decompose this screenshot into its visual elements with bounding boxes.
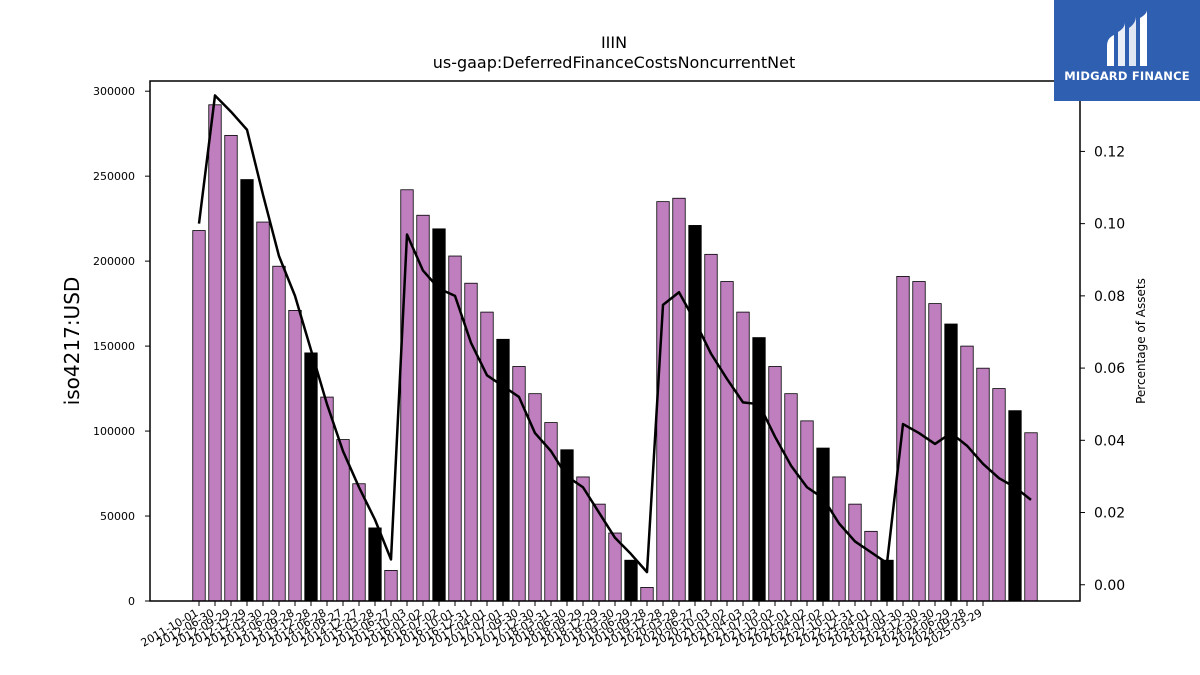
bar	[848, 503, 862, 602]
bar	[368, 527, 382, 602]
bar	[1008, 410, 1022, 602]
y2-tick-label: 0.12	[1094, 144, 1125, 160]
bar	[864, 530, 878, 602]
bar	[1024, 432, 1038, 602]
bar	[496, 338, 510, 602]
chart-title: IIIN	[601, 33, 627, 52]
bar	[208, 104, 222, 602]
x-axis: 2011-10-012012-06-302012-09-292012-12-29…	[139, 601, 985, 650]
bar	[352, 483, 366, 602]
bar	[880, 559, 894, 602]
y-tick-label: 300000	[93, 85, 135, 98]
y2-tick-label: 0.08	[1094, 289, 1125, 305]
bar	[736, 311, 750, 602]
y2-tick-label: 0.04	[1094, 433, 1125, 449]
bar	[416, 214, 430, 602]
bar	[912, 281, 926, 602]
bar	[304, 352, 318, 602]
midgard-logo-icon	[1107, 10, 1147, 66]
brand-name: MIDGARD FINANCE	[1064, 69, 1190, 83]
bar	[768, 366, 782, 602]
bar	[672, 197, 686, 602]
bar	[240, 179, 254, 602]
y-axis: 0 50000 100000 150000 200000 250000 300000	[93, 85, 150, 608]
bar	[928, 303, 942, 602]
y-tick-label: 250000	[93, 170, 135, 183]
y2-axis-label: Percentage of Assets	[1134, 278, 1148, 404]
y-tick-label: 200000	[93, 255, 135, 268]
bar	[704, 253, 718, 602]
y2-tick-label: 0.10	[1094, 217, 1125, 233]
bar	[752, 337, 766, 602]
bar	[784, 393, 798, 602]
bar	[976, 367, 990, 602]
y-tick-label: 150000	[93, 340, 135, 353]
bar	[960, 345, 974, 602]
bar	[688, 225, 702, 602]
percentage-line	[197, 94, 1032, 574]
bar	[944, 323, 958, 602]
y2-axis: 0.00 0.02 0.04 0.06 0.08 0.10 0.12	[1080, 144, 1125, 594]
bar	[992, 388, 1006, 602]
y2-tick-label: 0.00	[1094, 578, 1125, 594]
y-tick-label: 100000	[93, 425, 135, 438]
bar	[480, 311, 494, 602]
bar	[800, 420, 814, 602]
y2-tick-label: 0.06	[1094, 361, 1125, 377]
bar	[384, 570, 398, 602]
bar	[560, 449, 574, 602]
bar	[640, 587, 654, 602]
bar	[624, 559, 638, 602]
bar	[224, 134, 238, 602]
bar	[288, 310, 302, 602]
bar	[816, 447, 830, 602]
bar	[720, 281, 734, 602]
chart-subtitle: us-gaap:DeferredFinanceCostsNoncurrentNe…	[433, 53, 796, 72]
bar	[272, 265, 286, 602]
y-tick-label: 0	[128, 595, 135, 608]
bar	[256, 221, 270, 602]
y-tick-label: 50000	[100, 510, 135, 523]
bar	[832, 476, 846, 602]
bar	[656, 201, 670, 602]
y2-tick-label: 0.02	[1094, 506, 1125, 522]
percentage-line-group	[197, 94, 1032, 574]
bar	[512, 366, 526, 602]
bar	[320, 396, 334, 602]
bar	[192, 230, 206, 602]
brand-logo: MIDGARD FINANCE	[1054, 0, 1200, 101]
bar	[896, 276, 910, 602]
bar-group	[192, 104, 1038, 602]
y-axis-label: iso4217:USD	[60, 277, 84, 406]
